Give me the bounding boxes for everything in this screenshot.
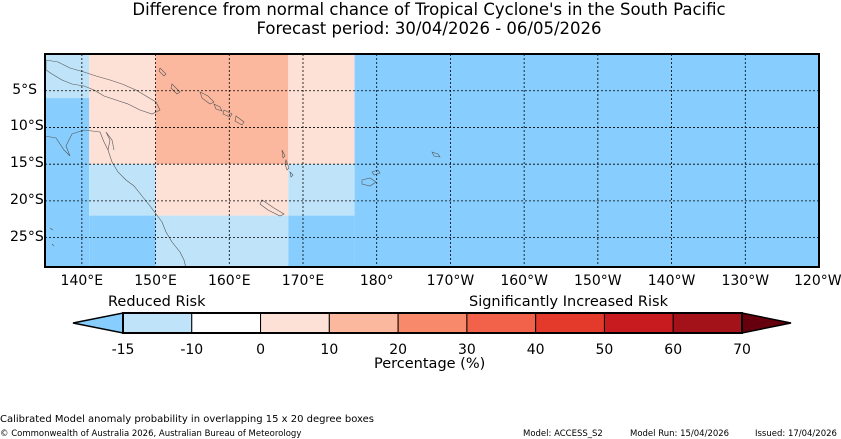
longitude-label: 130°W <box>721 273 770 289</box>
risk-cell <box>45 54 90 99</box>
latitude-label: 15°S <box>10 155 44 172</box>
issued-date: Issued: 17/04/2026 <box>755 429 837 439</box>
colorbar-bin <box>466 312 537 334</box>
longitude-label: 160°E <box>207 273 251 289</box>
colorbar-tick-label: 30 <box>457 342 476 358</box>
lat-lon-grid <box>45 54 819 267</box>
footnote-copyright: © Commonwealth of Australia 2026, Austra… <box>0 429 302 439</box>
colorbar-tick-label: 0 <box>256 342 266 358</box>
longitude-label: 150°W <box>574 273 622 289</box>
latitude-label: 10°S <box>10 118 44 135</box>
colorbar-bin <box>191 312 262 334</box>
colorbar-bin <box>122 312 193 334</box>
colorbar-tick-label: 10 <box>320 342 339 358</box>
footnote-method: Calibrated Model anomaly probability in … <box>0 414 375 425</box>
longitude-label: 140°E <box>60 273 104 289</box>
longitude-label: 180° <box>359 273 394 289</box>
increased-risk-label: Significantly Increased Risk <box>469 294 668 310</box>
colorbar-tick-label: 40 <box>526 342 545 358</box>
colorbar-xlabel: Percentage (%) <box>374 356 486 372</box>
latitude-label: 20°S <box>10 191 44 208</box>
latitude-label: 25°S <box>10 228 44 245</box>
longitude-label: 150°E <box>134 273 177 289</box>
map-title: Difference from normal chance of Tropica… <box>132 0 726 19</box>
colorbar-tick-label: 20 <box>389 342 408 358</box>
colorbar <box>72 312 792 334</box>
colorbar-tick-label: -15 <box>111 342 135 358</box>
risk-cell <box>288 215 355 267</box>
map-frame <box>44 53 820 268</box>
risk-cell <box>354 54 819 267</box>
colorbar-bin <box>328 312 399 334</box>
risk-cell <box>45 98 90 267</box>
longitude-label: 140°W <box>647 273 696 289</box>
longitude-label: 170°E <box>281 273 325 289</box>
colorbar-tick-label: 70 <box>733 342 751 358</box>
colorbar-over-arrow <box>741 312 792 334</box>
colorbar-under-arrow <box>72 312 124 334</box>
colorbar-outline <box>122 312 743 334</box>
colorbar-bin <box>397 312 468 334</box>
coastline <box>44 59 441 269</box>
longitude-label: 120°W <box>794 273 841 289</box>
latitude-label: 5°S <box>12 81 37 98</box>
risk-cell <box>155 54 289 165</box>
colorbar-bin <box>603 312 674 334</box>
risk-cell <box>155 215 289 267</box>
longitude-label: 160°W <box>500 273 548 289</box>
model-run-date: Model Run: 15/04/2026 <box>630 429 730 439</box>
colorbar-tick-label: -10 <box>180 342 204 358</box>
colorbar-tick-label: 60 <box>664 342 683 358</box>
colorbar-bin <box>535 312 605 334</box>
colorbar-bin <box>672 312 743 334</box>
risk-cell <box>89 54 156 165</box>
colorbar-tick-label: 50 <box>595 342 614 358</box>
risk-cell <box>288 164 355 216</box>
longitude-label: 170°W <box>426 273 475 289</box>
reduced-risk-label: Reduced Risk <box>108 294 206 310</box>
risk-cells <box>45 54 819 267</box>
forecast-period: Forecast period: 30/04/2026 - 06/05/2026 <box>256 19 602 38</box>
colorbar-bin <box>260 312 330 334</box>
model-name: Model: ACCESS_S2 <box>523 429 603 439</box>
risk-cell <box>89 164 156 216</box>
risk-cell <box>89 215 156 267</box>
risk-cell <box>155 164 289 216</box>
risk-cell <box>288 54 355 165</box>
